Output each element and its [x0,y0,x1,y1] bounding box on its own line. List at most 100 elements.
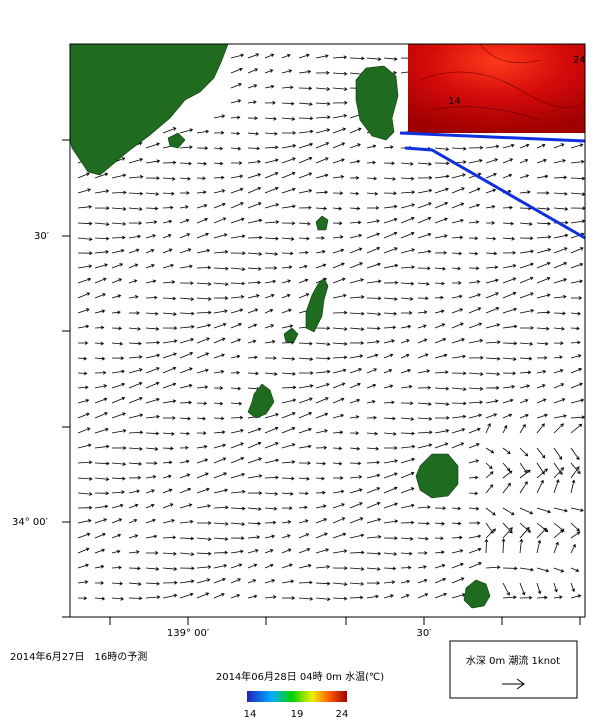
current-arrow [213,175,225,180]
current-arrow [298,172,313,179]
current-arrow [502,341,518,346]
current-arrow [553,582,558,593]
current-arrow [570,159,585,164]
current-arrow [536,567,550,573]
current-arrow [417,593,429,599]
current-arrow [349,415,360,419]
current-arrow [519,190,531,194]
current-arrow [570,219,586,224]
current-arrow [519,538,524,554]
current-arrow [485,372,501,376]
current-arrow [383,311,398,316]
current-arrow [366,581,381,585]
current-arrow [247,355,258,360]
current-arrow [298,142,314,149]
current-arrow [298,250,309,255]
current-arrow [247,280,262,285]
current-arrow [383,297,398,301]
current-arrow [383,594,394,599]
current-arrow [349,550,365,555]
current-arrow [77,308,90,314]
current-arrow [213,202,226,209]
current-arrow [366,399,376,404]
current-arrow [94,461,110,466]
current-arrow [366,312,382,316]
current-arrow [349,398,361,404]
current-arrow [213,114,226,119]
current-arrow [264,203,280,209]
current-arrow [468,307,482,314]
current-arrow [366,279,382,284]
current-arrow [519,292,534,299]
current-arrow [179,337,195,344]
current-arrow [128,550,140,554]
current-arrow [162,366,177,374]
current-arrow [162,580,178,585]
current-arrow [349,327,365,331]
current-arrow [349,368,362,374]
current-arrow [536,539,542,554]
current-arrow [349,56,365,61]
current-arrow [230,456,245,464]
current-arrow [264,595,277,599]
current-arrow [264,475,279,480]
current-arrow [400,487,415,494]
current-arrow [383,566,397,571]
current-arrow [553,326,565,331]
current-arrow [111,549,121,554]
current-arrow [400,457,416,464]
current-arrow [77,398,90,404]
current-arrow [570,447,580,461]
current-arrow [94,412,108,419]
current-arrow [383,280,399,285]
current-arrow [128,381,143,389]
current-arrow [128,279,138,284]
current-arrow [247,116,259,121]
current-arrow [417,202,432,209]
current-arrow [383,400,395,405]
current-arrow [128,248,140,254]
current-arrow [230,174,244,179]
lat-label: 34° 00′ [12,517,49,528]
current-arrow [247,507,262,511]
current-arrow [230,67,243,74]
current-arrow [196,444,208,449]
current-arrow [536,447,546,459]
current-arrow [570,206,586,211]
current-arrow [349,533,365,539]
current-arrow [332,413,345,419]
current-arrow [298,357,314,361]
current-arrow [417,216,432,224]
current-arrow [400,281,415,286]
current-arrow [570,567,580,573]
current-arrow [332,158,345,164]
current-arrow [468,158,483,164]
current-arrow [281,548,292,554]
current-arrow [230,593,241,599]
current-arrow [536,326,550,331]
current-arrow [196,129,210,134]
current-arrow [570,479,576,494]
current-arrow [383,177,396,181]
current-arrow [111,235,126,240]
current-arrow [111,369,125,374]
current-arrow [128,157,144,164]
current-arrow [366,517,382,524]
current-arrow [570,311,582,316]
current-arrow [434,281,445,286]
current-arrow [536,310,551,315]
current-arrow [366,353,379,359]
current-arrow [434,266,446,271]
current-arrow [332,191,344,196]
current-arrow [298,264,308,269]
current-arrow [230,522,246,526]
current-arrow [434,161,450,166]
current-arrow [77,251,93,256]
current-arrow [570,415,586,420]
current-arrow [383,161,395,166]
current-arrow [502,413,513,419]
current-arrow [128,596,143,601]
current-arrow [77,412,90,419]
current-arrow [570,543,576,554]
